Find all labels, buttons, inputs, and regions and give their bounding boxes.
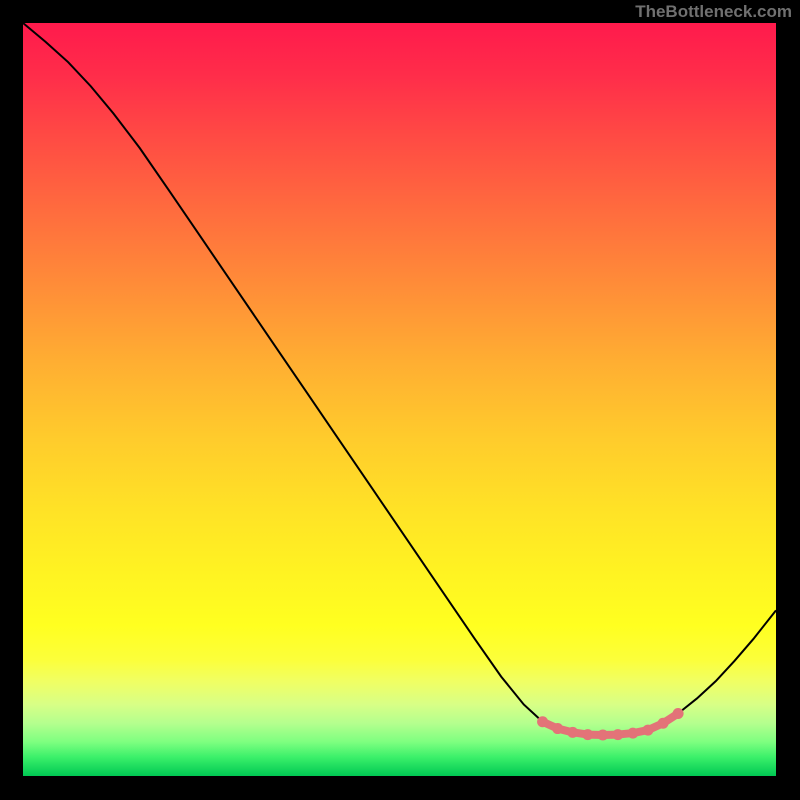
watermark-text: TheBottleneck.com [635, 2, 792, 22]
chart-container: TheBottleneck.com [0, 0, 800, 800]
highlight-dot [658, 718, 669, 729]
highlight-dot [597, 729, 608, 740]
highlight-dot [627, 728, 638, 739]
highlight-dot [582, 729, 593, 740]
highlight-dot [552, 723, 563, 734]
bottleneck-curve [23, 23, 776, 735]
highlight-dot [612, 729, 623, 740]
highlight-dot [642, 725, 653, 736]
highlight-dot [567, 727, 578, 738]
plot-area [23, 23, 776, 776]
curve-layer [23, 23, 776, 776]
highlight-dot [673, 708, 684, 719]
highlight-dot [537, 716, 548, 727]
